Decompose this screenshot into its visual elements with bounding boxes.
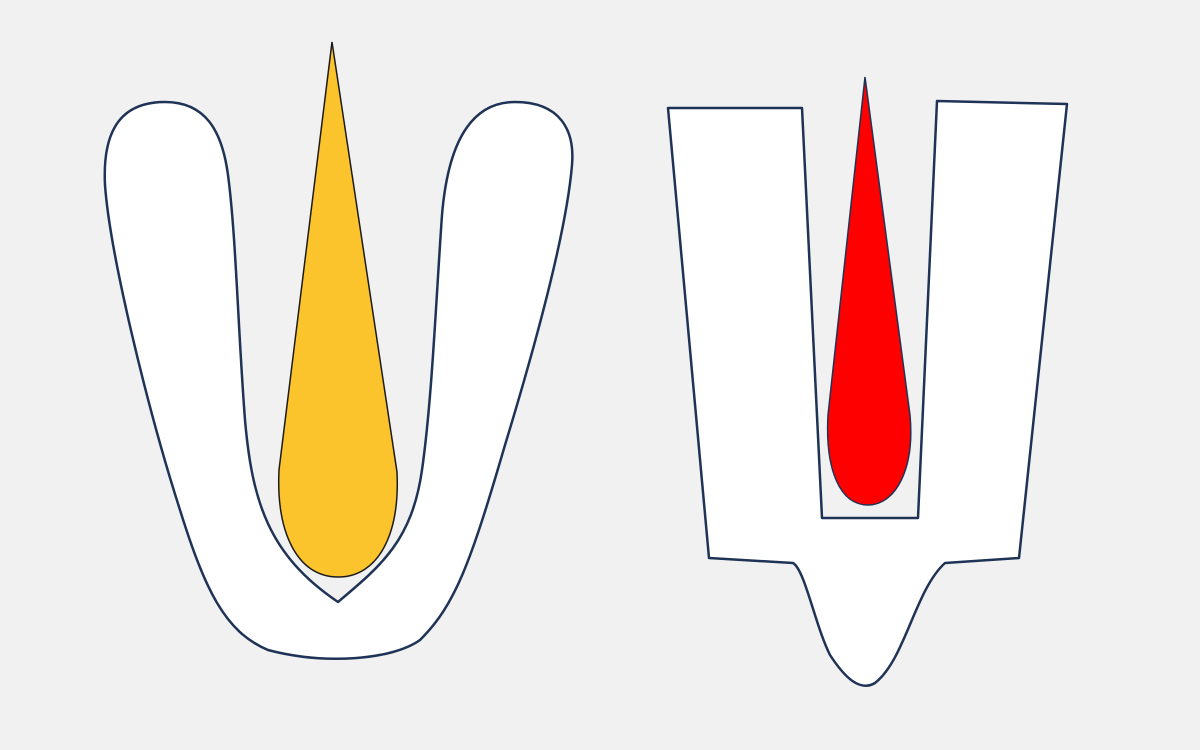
left-flame xyxy=(277,41,399,578)
right-figure xyxy=(666,76,1069,687)
right-flame xyxy=(826,76,912,506)
left-figure xyxy=(103,41,574,660)
left-u-shape xyxy=(103,100,574,660)
right-y-shape xyxy=(666,99,1069,687)
